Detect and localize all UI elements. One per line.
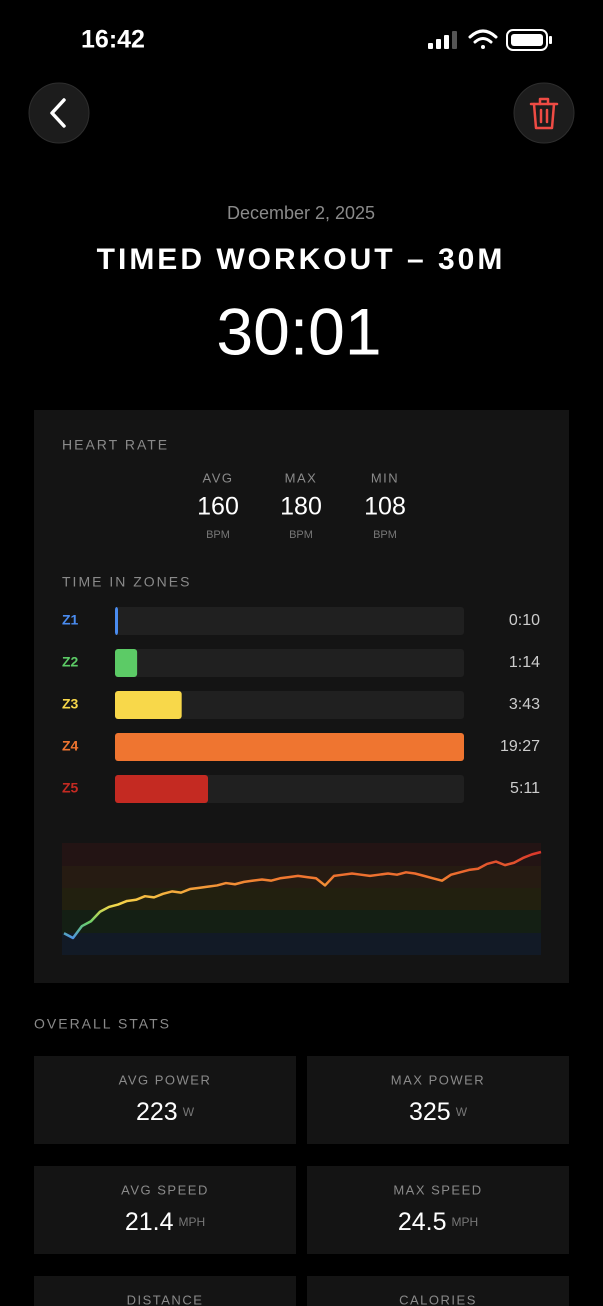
zone-label: Z1	[62, 612, 79, 628]
section-title: HEART RATE	[62, 437, 169, 453]
zone-time: 19:27	[500, 738, 540, 755]
zone-bar	[115, 733, 464, 761]
zone-track	[115, 691, 464, 719]
stat-value: 180	[280, 493, 322, 521]
zone-bar	[115, 691, 182, 719]
tile-label: DISTANCE	[127, 1292, 204, 1306]
zone-track	[115, 649, 464, 677]
zone-label: Z3	[62, 696, 79, 712]
stat-label: AVG	[203, 470, 234, 485]
delete-button[interactable]	[513, 82, 575, 144]
tile-value: 21.4 MPH	[125, 1208, 205, 1236]
workout-title: TIMED WORKOUT – 30M	[97, 243, 506, 276]
tile-label: MAX SPEED	[393, 1182, 482, 1197]
tile-value: 223 W	[136, 1098, 195, 1126]
workout-duration: 30:01	[216, 294, 381, 368]
stat-value: 160	[197, 493, 239, 521]
zone-track	[115, 607, 464, 635]
zone-time: 5:11	[510, 780, 540, 797]
tile-label: AVG POWER	[119, 1072, 212, 1087]
battery-icon	[506, 29, 552, 51]
zone-time: 3:43	[509, 696, 540, 713]
stat-tile	[34, 1056, 296, 1144]
tile-value: 325 W	[409, 1098, 468, 1126]
tile-number: 223	[136, 1098, 178, 1126]
stat-tile	[307, 1056, 569, 1144]
stat-unit: BPM	[289, 529, 313, 541]
tile-unit: MPH	[179, 1215, 206, 1229]
heart-rate-line	[63, 850, 542, 940]
tile-number: 21.4	[125, 1208, 174, 1236]
stat-label: MAX	[285, 470, 318, 485]
zone-time: 0:10	[509, 612, 540, 629]
stat-label: MIN	[371, 470, 399, 485]
section-title: TIME IN ZONES	[62, 574, 191, 590]
stat-tile	[307, 1166, 569, 1254]
tile-unit: W	[183, 1105, 195, 1119]
stat-value: 108	[364, 493, 406, 521]
tile-unit: W	[456, 1105, 468, 1119]
back-button[interactable]	[28, 82, 90, 144]
zone-bar	[115, 649, 138, 677]
workout-date: December 2, 2025	[227, 203, 375, 223]
status-time: 16:42	[81, 26, 145, 54]
zone-label: Z5	[62, 780, 79, 796]
tile-unit: MPH	[452, 1215, 479, 1229]
tile-value: 24.5 MPH	[398, 1208, 478, 1236]
tile-number: 325	[409, 1098, 451, 1126]
zone-label: Z4	[62, 738, 79, 754]
zone-bar	[115, 775, 209, 803]
section-title: OVERALL STATS	[34, 1016, 171, 1032]
zone-bar	[115, 607, 118, 635]
stat-unit: BPM	[373, 529, 397, 541]
stat-tile	[307, 1276, 569, 1306]
tile-label: CALORIES	[399, 1292, 477, 1306]
zone-label: Z2	[62, 654, 79, 670]
signal-icon	[428, 31, 457, 49]
stat-unit: BPM	[206, 529, 230, 541]
wifi-icon	[468, 29, 498, 49]
stat-tile	[34, 1276, 296, 1306]
stat-tile	[34, 1166, 296, 1254]
tile-label: MAX POWER	[391, 1072, 485, 1087]
tile-label: AVG SPEED	[121, 1182, 209, 1197]
zone-time: 1:14	[509, 654, 540, 671]
tile-number: 24.5	[398, 1208, 447, 1236]
